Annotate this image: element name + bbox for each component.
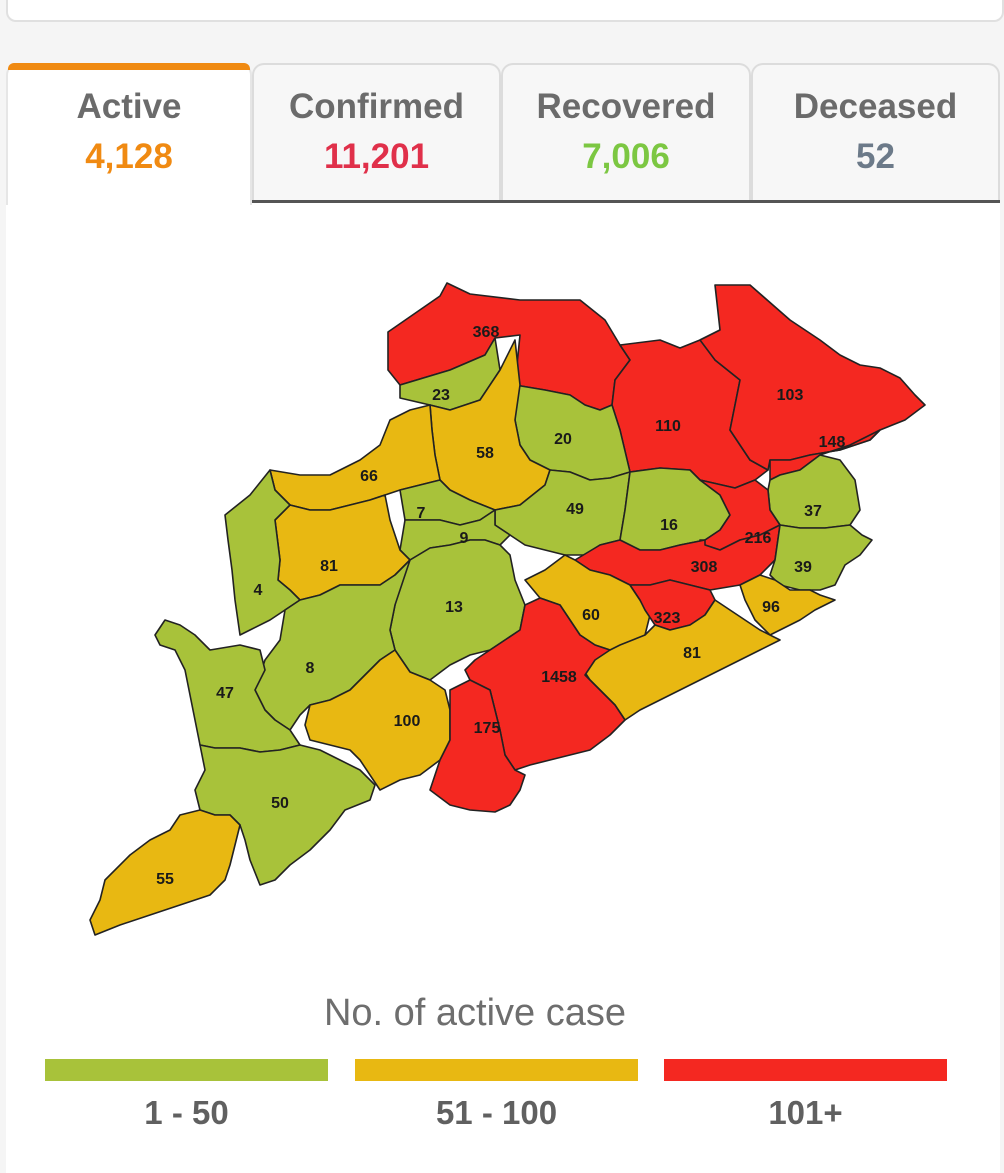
district-value-label: 100 (394, 713, 421, 730)
district-value-label: 308 (691, 559, 718, 576)
district-value-label: 8 (306, 660, 315, 677)
tab-recovered[interactable]: Recovered 7,006 (501, 63, 751, 201)
district-value-label: 216 (745, 530, 772, 547)
district-value-label: 49 (566, 501, 584, 518)
district-region (89, 809, 241, 936)
legend-swatch-mid (355, 1059, 638, 1081)
tab-confirmed-value: 11,201 (323, 137, 430, 176)
district-value-label: 55 (156, 871, 174, 888)
district-region (699, 284, 926, 471)
tab-deceased-value: 52 (856, 137, 895, 176)
district-value-label: 9 (460, 530, 469, 547)
district-value-label: 96 (762, 599, 780, 616)
district-value-label: 47 (216, 685, 234, 702)
tab-deceased-label: Deceased (793, 87, 958, 126)
district-value-label: 58 (476, 445, 494, 462)
legend-title: No. of active case (323, 992, 627, 1034)
district-value-label: 103 (777, 387, 804, 404)
tab-active[interactable]: Active 4,128 (6, 63, 252, 205)
top-card (6, 0, 1004, 22)
tab-underline (252, 200, 1000, 203)
district-value-label: 175 (474, 720, 501, 737)
district-value-label: 39 (794, 559, 812, 576)
district-value-label: 20 (554, 431, 572, 448)
district-region (739, 574, 836, 636)
district-value-label: 81 (320, 558, 338, 575)
district-value-label: 323 (654, 610, 681, 627)
district-value-label: 16 (660, 517, 678, 534)
legend-label-low: 1 - 50 (144, 1094, 229, 1131)
tab-deceased[interactable]: Deceased 52 (751, 63, 1000, 201)
district-value-label: 7 (417, 505, 426, 522)
district-region (769, 524, 873, 591)
district-value-label: 66 (360, 468, 378, 485)
district-value-label: 60 (582, 607, 600, 624)
district-region (224, 469, 301, 636)
tab-confirmed-label: Confirmed (289, 87, 464, 126)
tab-active-value: 4,128 (85, 137, 173, 176)
district-region (429, 679, 526, 813)
legend-swatch-low (45, 1059, 328, 1081)
legend-label-high: 101+ (768, 1094, 843, 1131)
district-value-label: 368 (473, 324, 500, 341)
tab-recovered-value: 7,006 (582, 137, 670, 176)
district-value-label: 37 (804, 503, 822, 520)
tab-confirmed[interactable]: Confirmed 11,201 (252, 63, 501, 201)
tab-recovered-label: Recovered (536, 87, 716, 126)
district-map: 368 23 110 103 148 20 58 66 49 16 37 216 7 9 81 4 308 39 1… (89, 282, 926, 936)
district-value-label: 13 (445, 599, 463, 616)
tab-active-label: Active (76, 87, 182, 126)
legend-label-mid: 51 - 100 (435, 1094, 558, 1131)
district-value-label: 81 (683, 645, 701, 662)
district-region (254, 559, 411, 731)
district-value-label: 110 (655, 418, 681, 435)
district-value-label: 1458 (541, 669, 577, 686)
legend-swatch-high (664, 1059, 947, 1081)
district-value-label: 148 (819, 434, 846, 451)
district-value-label: 50 (271, 795, 289, 812)
district-value-label: 4 (254, 582, 263, 599)
district-region (154, 619, 301, 753)
active-tab-indicator (8, 63, 250, 70)
district-value-label: 23 (432, 387, 450, 404)
